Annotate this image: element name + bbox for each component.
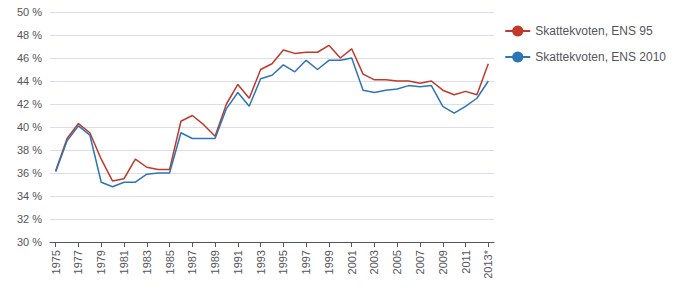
svg-text:2013*: 2013* [482,249,494,278]
svg-text:2009: 2009 [437,250,449,274]
svg-text:42 %: 42 % [17,98,42,110]
svg-text:40 %: 40 % [17,121,42,133]
svg-text:1989: 1989 [209,250,221,274]
svg-text:1983: 1983 [141,250,153,274]
svg-text:1997: 1997 [300,250,312,274]
svg-text:Skattekvoten, ENS 2010: Skattekvoten, ENS 2010 [535,50,666,64]
svg-text:44 %: 44 % [17,75,42,87]
svg-text:1981: 1981 [118,250,130,274]
svg-text:2011: 2011 [460,250,472,274]
svg-text:1995: 1995 [277,250,289,274]
svg-text:1985: 1985 [164,250,176,274]
svg-text:34 %: 34 % [17,190,42,202]
svg-text:1987: 1987 [186,250,198,274]
svg-text:1979: 1979 [95,250,107,274]
svg-text:32 %: 32 % [17,213,42,225]
svg-text:38 %: 38 % [17,144,42,156]
svg-text:1999: 1999 [323,250,335,274]
svg-text:48 %: 48 % [17,29,42,41]
svg-text:2007: 2007 [414,250,426,274]
svg-text:1993: 1993 [255,250,267,274]
svg-text:Skattekvoten, ENS 95: Skattekvoten, ENS 95 [535,24,653,38]
svg-text:46 %: 46 % [17,52,42,64]
svg-text:30 %: 30 % [17,236,42,248]
svg-text:1991: 1991 [232,250,244,274]
svg-text:1975: 1975 [50,250,62,274]
svg-text:36 %: 36 % [17,167,42,179]
svg-text:2001: 2001 [346,250,358,274]
svg-text:2003: 2003 [368,250,380,274]
svg-text:2005: 2005 [391,250,403,274]
svg-text:1977: 1977 [72,250,84,274]
svg-text:50 %: 50 % [17,6,42,18]
